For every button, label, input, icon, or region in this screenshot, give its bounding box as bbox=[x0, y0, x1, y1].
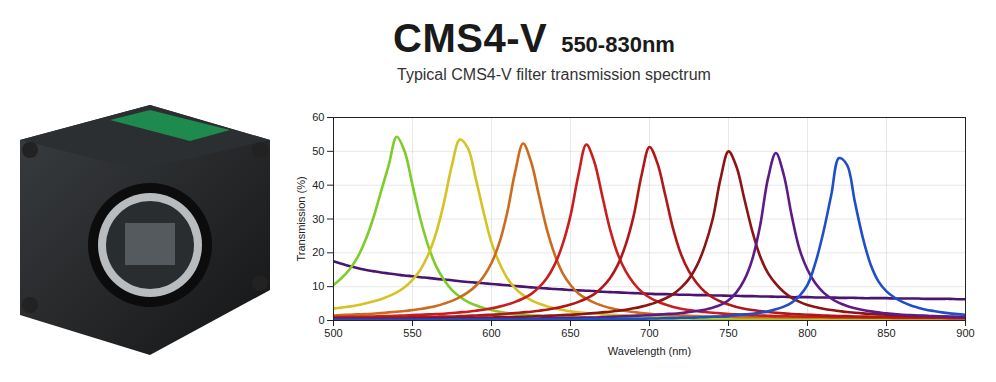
svg-text:30: 30 bbox=[312, 213, 324, 225]
svg-text:600: 600 bbox=[482, 327, 500, 339]
svg-text:500: 500 bbox=[324, 327, 342, 339]
svg-text:Wavelength (nm): Wavelength (nm) bbox=[608, 345, 691, 357]
svg-text:700: 700 bbox=[640, 327, 658, 339]
svg-text:550: 550 bbox=[403, 327, 421, 339]
svg-text:900: 900 bbox=[956, 327, 974, 339]
svg-text:800: 800 bbox=[798, 327, 816, 339]
svg-text:20: 20 bbox=[312, 246, 324, 258]
svg-text:0: 0 bbox=[318, 314, 324, 326]
svg-text:750: 750 bbox=[719, 327, 737, 339]
svg-text:850: 850 bbox=[877, 327, 895, 339]
svg-text:10: 10 bbox=[312, 280, 324, 292]
svg-text:Transmission (%): Transmission (%) bbox=[295, 176, 307, 261]
svg-text:40: 40 bbox=[312, 179, 324, 191]
html-text:CMS4-V 550-830nm: CMS4-V 550-830nm bbox=[393, 16, 675, 60]
svg-text:60: 60 bbox=[312, 111, 324, 123]
html-text:Typical CMS4-V filter transmis: Typical CMS4-V filter transmission spect… bbox=[397, 66, 711, 83]
svg-text:650: 650 bbox=[561, 327, 579, 339]
svg-text:50: 50 bbox=[312, 145, 324, 157]
